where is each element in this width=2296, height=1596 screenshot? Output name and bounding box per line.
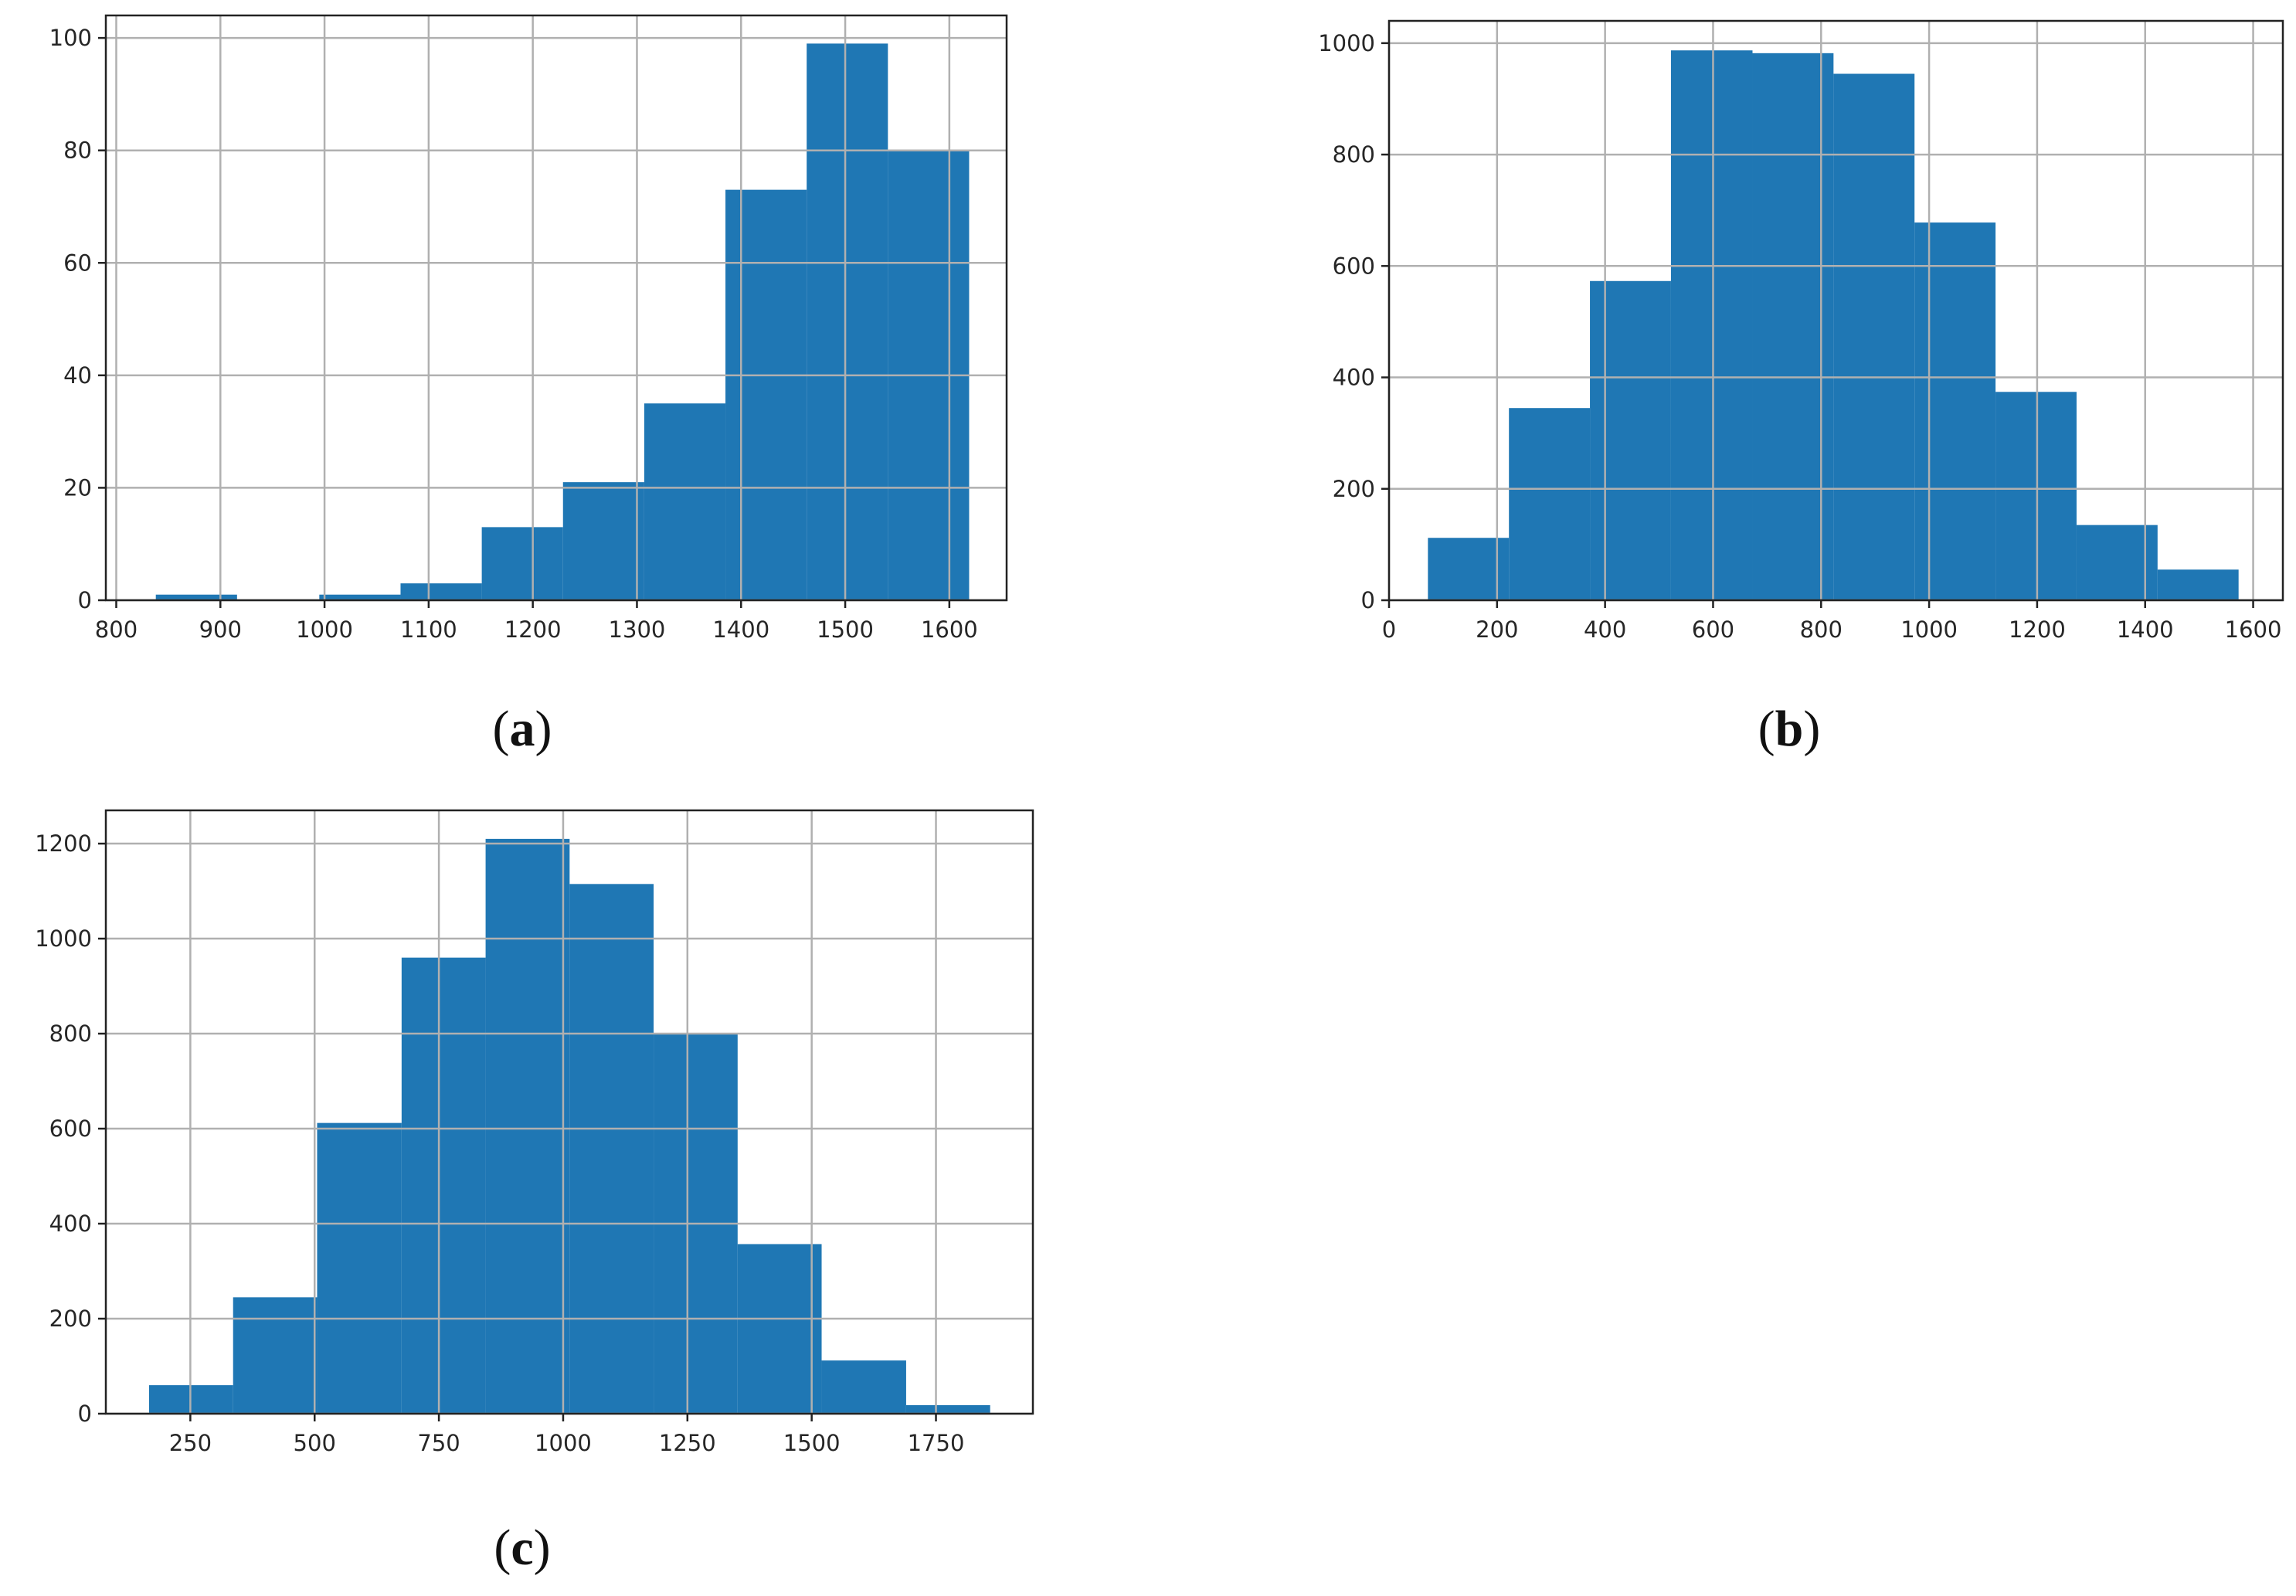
- histogram-bar: [807, 43, 888, 601]
- histogram-bar: [485, 838, 570, 1414]
- histogram-bar: [1833, 73, 1915, 600]
- histogram-bar: [562, 482, 644, 600]
- histogram-bar: [2076, 525, 2158, 600]
- x-tick-label: 1500: [783, 1430, 841, 1456]
- histogram-bar: [1428, 538, 1510, 600]
- axes-frame: [1387, 19, 2284, 602]
- histogram-panel-a: 800 900 1000 1100 1200 1300 1400 1500 1600 0 20 40 6…: [49, 14, 1008, 757]
- x-tick-label: 1100: [400, 616, 457, 643]
- y-tick-label: 60: [63, 250, 92, 276]
- histogram-bar: [569, 884, 654, 1414]
- x-tick-label: 250: [169, 1430, 212, 1456]
- y-tick-label: 100: [49, 25, 92, 51]
- y-tick-label: 800: [1333, 141, 1375, 168]
- x-tick-label: 400: [1584, 616, 1626, 643]
- y-tick-label: 200: [1333, 476, 1375, 502]
- histogram-bar: [400, 583, 482, 600]
- x-tick-label: 900: [199, 616, 242, 643]
- x-tick-label: 800: [1800, 616, 1843, 643]
- histogram-bar: [1995, 392, 2077, 600]
- y-tick-label: 20: [63, 474, 92, 501]
- x-tick-label: 200: [1476, 616, 1518, 643]
- histogram-bar: [233, 1297, 318, 1414]
- x-tick-label: 1500: [817, 616, 874, 643]
- axes-frame: [104, 809, 1034, 1415]
- histogram-bar: [821, 1360, 906, 1414]
- histogram-bar: [644, 403, 726, 600]
- y-tick-label: 200: [49, 1306, 92, 1332]
- histogram-bar: [737, 1244, 822, 1414]
- y-tick-label: 800: [49, 1020, 92, 1047]
- histogram-bar: [317, 1122, 402, 1414]
- histogram-bar: [1752, 53, 1834, 601]
- histogram-bar: [2157, 569, 2239, 600]
- x-tick-label: 1600: [921, 616, 978, 643]
- x-tick-label: 1200: [2009, 616, 2066, 643]
- x-tick-label: 1000: [535, 1430, 592, 1456]
- x-tick-label: 1000: [1900, 616, 1958, 643]
- y-tick-label: 1000: [1318, 30, 1375, 56]
- x-tick-label: 0: [1382, 616, 1396, 643]
- histogram-bar: [1914, 222, 1996, 600]
- y-tick-label: 400: [1333, 365, 1375, 391]
- histogram-bar: [1509, 408, 1591, 600]
- histogram-bar: [319, 594, 401, 600]
- histogram-bar: [905, 1404, 990, 1414]
- x-tick-label: 1750: [908, 1430, 965, 1456]
- y-tick-label: 0: [78, 587, 92, 613]
- y-tick-label: 80: [63, 138, 92, 164]
- histogram-panel-c: 250 500 750 1000 1250 1500 1750 0 200 400 600 800 10…: [35, 809, 1034, 1576]
- x-tick-label: 800: [95, 616, 138, 643]
- x-tick-label: 500: [294, 1430, 336, 1456]
- x-tick-label: 1000: [296, 616, 353, 643]
- y-tick-label: 600: [49, 1116, 92, 1142]
- y-tick-label: 400: [49, 1211, 92, 1237]
- histogram-panel-b: 0 200 400 600 800 1000 1200 1400 1600 0 200 400 600 8…: [1318, 19, 2284, 757]
- y-tick-label: 600: [1333, 253, 1375, 279]
- histogram-bar: [1670, 50, 1753, 601]
- y-tick-label: 1200: [35, 830, 92, 857]
- y-tick-label: 0: [78, 1401, 92, 1427]
- histogram-bar: [1590, 280, 1671, 600]
- y-tick-label: 1000: [35, 925, 92, 952]
- x-tick-label: 1400: [712, 616, 769, 643]
- x-tick-label: 1400: [2117, 616, 2174, 643]
- histogram-bar: [481, 527, 563, 600]
- histogram-bar: [725, 189, 807, 600]
- x-tick-label: 1250: [659, 1430, 716, 1456]
- histogram-bar: [155, 594, 237, 600]
- x-tick-label: 1200: [504, 616, 562, 643]
- y-tick-label: 40: [63, 362, 92, 389]
- panel-label: (c): [494, 1520, 550, 1576]
- histogram-bar: [401, 957, 486, 1414]
- y-tick-label: 0: [1361, 587, 1375, 613]
- panel-label: (a): [493, 701, 552, 757]
- x-tick-label: 600: [1692, 616, 1734, 643]
- axes-frame: [104, 14, 1008, 602]
- x-tick-label: 750: [417, 1430, 460, 1456]
- panel-label: (b): [1758, 701, 1821, 757]
- x-tick-label: 1600: [2225, 616, 2282, 643]
- x-tick-label: 1300: [609, 616, 666, 643]
